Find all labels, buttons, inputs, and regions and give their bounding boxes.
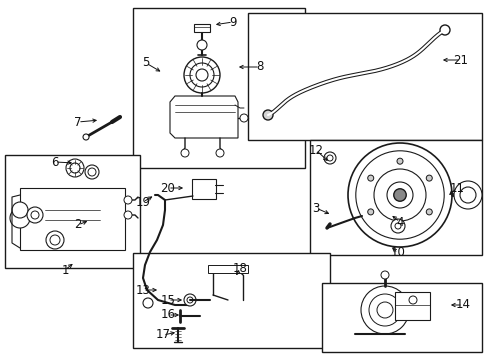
Text: 7: 7 xyxy=(74,116,81,129)
Circle shape xyxy=(183,57,220,93)
Circle shape xyxy=(186,297,193,303)
Circle shape xyxy=(263,110,272,120)
Text: 13: 13 xyxy=(135,284,150,297)
Circle shape xyxy=(326,155,332,161)
Text: 20: 20 xyxy=(160,181,175,194)
Circle shape xyxy=(376,302,392,318)
Circle shape xyxy=(190,63,214,87)
Text: 5: 5 xyxy=(142,57,149,69)
Circle shape xyxy=(46,231,64,249)
Circle shape xyxy=(183,294,196,306)
Text: 12: 12 xyxy=(308,144,323,157)
Circle shape xyxy=(197,40,206,50)
Circle shape xyxy=(396,226,402,232)
Text: 18: 18 xyxy=(232,261,247,274)
Bar xyxy=(394,292,429,320)
Text: 21: 21 xyxy=(452,54,468,67)
Circle shape xyxy=(396,158,402,164)
Text: 8: 8 xyxy=(256,60,263,73)
Text: 10: 10 xyxy=(390,247,405,260)
Circle shape xyxy=(216,149,224,157)
Circle shape xyxy=(85,165,99,179)
Polygon shape xyxy=(170,96,238,138)
Circle shape xyxy=(88,168,96,176)
Circle shape xyxy=(31,211,39,219)
Text: 6: 6 xyxy=(51,156,59,168)
Text: 9: 9 xyxy=(229,15,236,28)
Circle shape xyxy=(380,271,388,279)
Bar xyxy=(194,24,209,32)
Circle shape xyxy=(390,219,404,233)
Text: 15: 15 xyxy=(160,293,175,306)
Bar xyxy=(133,8,305,168)
Circle shape xyxy=(386,182,412,208)
Circle shape xyxy=(240,114,247,122)
Text: 4: 4 xyxy=(395,216,403,229)
Circle shape xyxy=(124,196,132,204)
Circle shape xyxy=(373,169,425,221)
Text: 1: 1 xyxy=(61,264,69,276)
Circle shape xyxy=(355,151,443,239)
Circle shape xyxy=(27,207,43,223)
Circle shape xyxy=(453,181,481,209)
Circle shape xyxy=(347,143,451,247)
Bar xyxy=(133,253,329,348)
Circle shape xyxy=(12,202,28,218)
Circle shape xyxy=(394,223,400,229)
Circle shape xyxy=(426,175,431,181)
Text: 3: 3 xyxy=(312,202,319,215)
Circle shape xyxy=(181,149,189,157)
Text: 14: 14 xyxy=(454,298,469,311)
Bar xyxy=(321,283,481,352)
FancyBboxPatch shape xyxy=(192,179,216,199)
Text: 17: 17 xyxy=(155,328,170,342)
Circle shape xyxy=(439,25,449,35)
Circle shape xyxy=(70,163,80,173)
Circle shape xyxy=(393,189,406,201)
Circle shape xyxy=(459,187,475,203)
Bar xyxy=(207,265,247,273)
Text: 16: 16 xyxy=(160,309,175,321)
Circle shape xyxy=(324,152,335,164)
Bar xyxy=(309,140,481,255)
Circle shape xyxy=(50,235,60,245)
Bar xyxy=(20,188,125,250)
Circle shape xyxy=(10,208,30,228)
Circle shape xyxy=(408,296,416,304)
Circle shape xyxy=(367,175,373,181)
Circle shape xyxy=(142,298,153,308)
Circle shape xyxy=(426,209,431,215)
Circle shape xyxy=(360,286,408,334)
Text: 19: 19 xyxy=(135,195,150,208)
Bar xyxy=(5,155,140,268)
Circle shape xyxy=(83,134,89,140)
Circle shape xyxy=(368,294,400,326)
Text: 2: 2 xyxy=(74,219,81,231)
Circle shape xyxy=(66,159,84,177)
Circle shape xyxy=(124,211,132,219)
Circle shape xyxy=(196,69,207,81)
Text: 11: 11 xyxy=(448,181,464,194)
Bar xyxy=(247,13,481,140)
Circle shape xyxy=(367,209,373,215)
